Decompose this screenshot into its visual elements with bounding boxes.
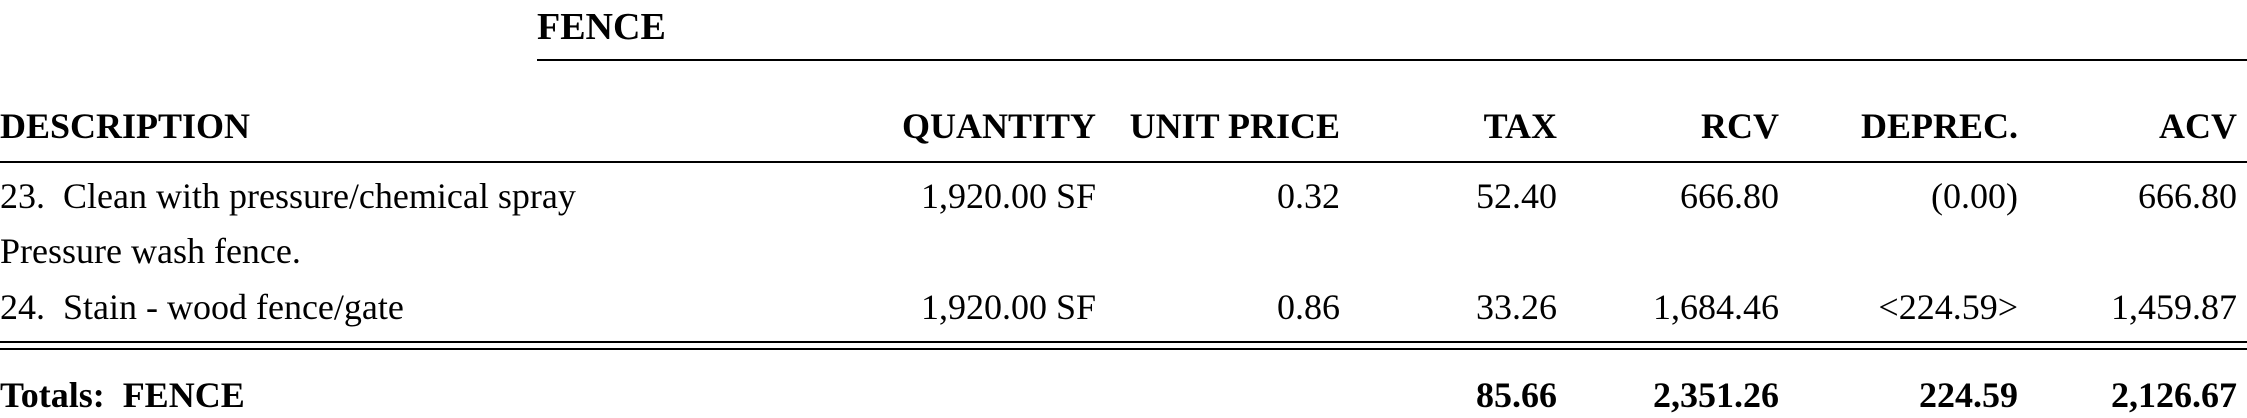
line-item-rcv: 666.80 <box>1680 176 1779 216</box>
column-header-tax: TAX <box>1483 106 1557 146</box>
column-header-unit-price: UNIT PRICE <box>1129 106 1340 146</box>
totals-row: Totals: FENCE 85.66 2,351.26 224.59 2,12… <box>0 372 2247 418</box>
totals-acv: 2,126.67 <box>2111 375 2237 415</box>
column-header-acv: ACV <box>2159 106 2237 146</box>
totals-rcv: 2,351.26 <box>1653 375 1779 415</box>
line-item-text: Clean with pressure/chemical spray <box>63 176 576 216</box>
line-item-text: Stain - wood fence/gate <box>63 287 404 327</box>
line-item-description: 24. Stain - wood fence/gate <box>0 284 404 330</box>
totals-divider-top <box>0 341 2247 343</box>
line-item-deprec: (0.00) <box>1931 176 2018 216</box>
totals-label: Totals: FENCE <box>0 375 245 415</box>
table-row: 23. Clean with pressure/chemical spray 1… <box>0 173 2247 219</box>
line-item-note-row: Pressure wash fence. <box>0 228 2247 274</box>
line-item-tax: 52.40 <box>1476 176 1557 216</box>
section-title-divider <box>537 59 2247 61</box>
totals-divider-bottom <box>0 348 2247 350</box>
line-item-quantity: 1,920.00 SF <box>920 287 1096 327</box>
line-item-number: 24. <box>0 287 45 327</box>
column-header-quantity: QUANTITY <box>901 106 1096 146</box>
header-divider <box>0 161 2247 163</box>
line-item-description: 23. Clean with pressure/chemical spray <box>0 173 576 219</box>
column-header-deprec: DEPREC. <box>1860 106 2018 146</box>
line-item-quantity: 1,920.00 SF <box>920 176 1096 216</box>
line-item-unit-price: 0.86 <box>1277 287 1340 327</box>
line-item-acv: 666.80 <box>2138 176 2237 216</box>
column-header-description: DESCRIPTION <box>0 106 251 146</box>
line-item-note: Pressure wash fence. <box>0 231 301 271</box>
line-item-number: 23. <box>0 176 45 216</box>
line-item-unit-price: 0.32 <box>1277 176 1340 216</box>
line-item-rcv: 1,684.46 <box>1653 287 1779 327</box>
column-header-rcv: RCV <box>1701 106 1779 146</box>
totals-deprec: 224.59 <box>1919 375 2018 415</box>
table-header-row: DESCRIPTION QUANTITY UNIT PRICE TAX RCV … <box>0 103 2247 149</box>
line-item-acv: 1,459.87 <box>2111 287 2237 327</box>
table-row: 24. Stain - wood fence/gate 1,920.00 SF … <box>0 284 2247 330</box>
section-title: FENCE <box>537 6 666 48</box>
line-item-tax: 33.26 <box>1476 287 1557 327</box>
line-item-deprec: <224.59> <box>1878 287 2018 327</box>
totals-tax: 85.66 <box>1476 375 1557 415</box>
